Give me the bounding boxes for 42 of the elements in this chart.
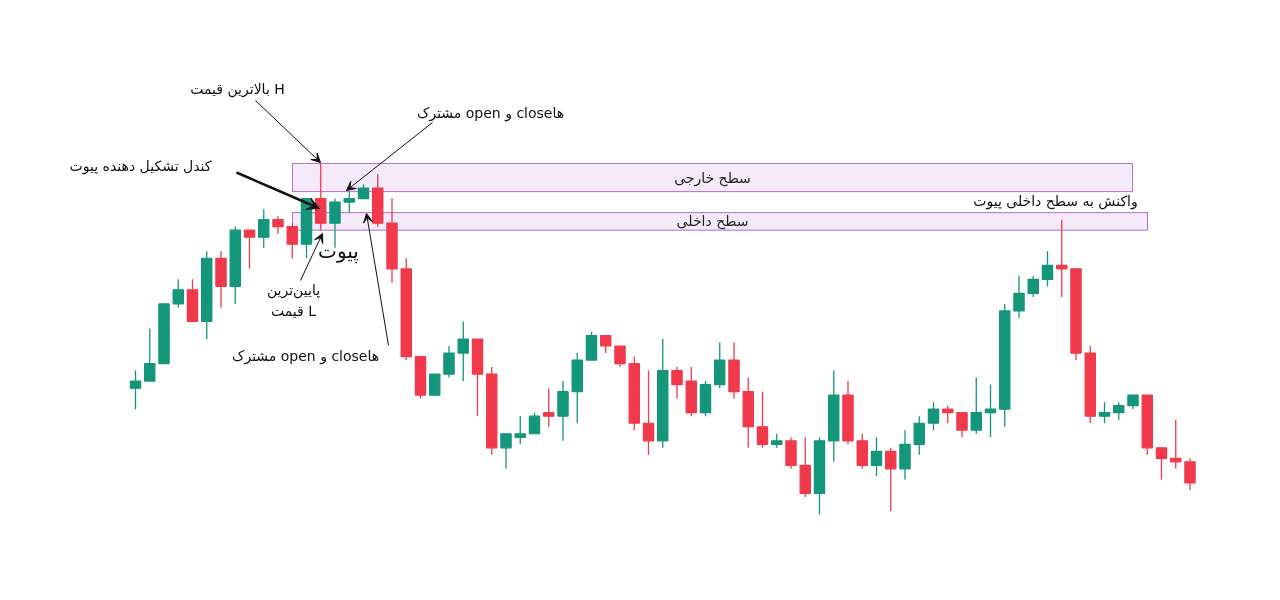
annotation: کندل تشکیل دهنده پیوت bbox=[69, 157, 212, 175]
candlestick bbox=[429, 373, 441, 396]
candlestick bbox=[1155, 447, 1168, 481]
annotation: واکنش به سطح داخلی پیوت bbox=[973, 192, 1138, 210]
band-label: سطح خارجی bbox=[674, 169, 751, 187]
candlestick bbox=[443, 345, 455, 379]
candlestick bbox=[500, 433, 512, 470]
candlestick bbox=[756, 391, 769, 449]
candlestick bbox=[144, 327, 156, 382]
text: مشترک open و closeها bbox=[416, 104, 565, 122]
annotation: مشترک open و closeها bbox=[231, 347, 380, 365]
candlestick bbox=[1056, 219, 1068, 298]
candlestick bbox=[614, 345, 626, 368]
candlestick bbox=[286, 222, 298, 259]
candlestick bbox=[885, 447, 897, 512]
candlestick bbox=[870, 436, 883, 477]
candlestick bbox=[1013, 275, 1025, 319]
candlestick bbox=[956, 412, 968, 438]
candlestick bbox=[1098, 401, 1111, 424]
candlestick bbox=[913, 415, 925, 456]
candlestick bbox=[543, 387, 555, 428]
candlestick bbox=[671, 366, 683, 400]
text: بالاترین قیمت H bbox=[190, 80, 285, 98]
candlestick bbox=[172, 278, 184, 309]
band-label: سطح داخلی bbox=[676, 213, 749, 231]
candlestick bbox=[1184, 457, 1196, 491]
candlestick bbox=[970, 376, 982, 435]
candlestick bbox=[514, 415, 526, 445]
candlestick bbox=[927, 401, 940, 431]
annotation: پیوت bbox=[318, 238, 359, 264]
candlestick bbox=[343, 190, 355, 214]
candlestick bbox=[258, 208, 270, 249]
annotation: پایین‌ترین قیمت L bbox=[266, 282, 321, 319]
candlestick bbox=[528, 412, 541, 435]
candlestick bbox=[1170, 419, 1182, 470]
candlestick bbox=[1027, 275, 1039, 298]
candlestick bbox=[1041, 250, 1054, 287]
candlestick bbox=[243, 229, 256, 270]
candlestick bbox=[457, 320, 469, 382]
candlestick bbox=[329, 197, 341, 249]
candlestick bbox=[129, 369, 142, 410]
candlestick bbox=[642, 369, 655, 456]
